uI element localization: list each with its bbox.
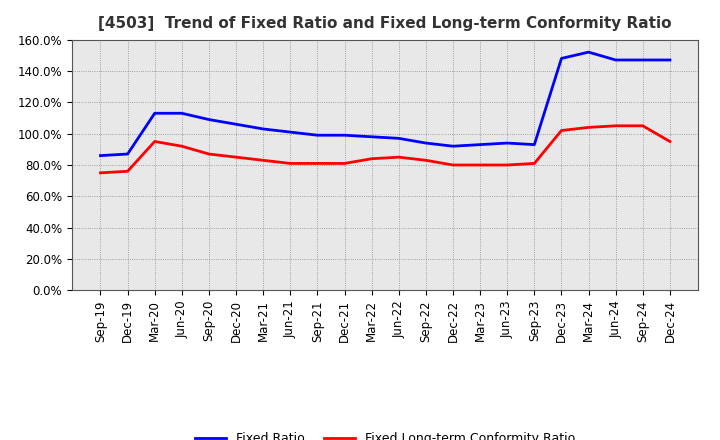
Fixed Ratio [150,110,159,116]
Fixed Ratio [503,140,511,146]
Fixed Ratio [286,129,294,135]
Fixed Ratio [96,153,105,158]
Fixed Long-term Conformity Ratio [503,162,511,168]
Title: [4503]  Trend of Fixed Ratio and Fixed Long-term Conformity Ratio: [4503] Trend of Fixed Ratio and Fixed Lo… [99,16,672,32]
Fixed Ratio [421,140,430,146]
Fixed Ratio [395,136,403,141]
Fixed Long-term Conformity Ratio [96,170,105,176]
Fixed Ratio [178,110,186,116]
Fixed Ratio [367,134,376,139]
Fixed Long-term Conformity Ratio [313,161,322,166]
Fixed Long-term Conformity Ratio [421,158,430,163]
Fixed Ratio [232,121,240,127]
Fixed Ratio [259,126,268,132]
Fixed Long-term Conformity Ratio [557,128,566,133]
Fixed Long-term Conformity Ratio [259,158,268,163]
Fixed Ratio [204,117,213,122]
Fixed Long-term Conformity Ratio [665,139,674,144]
Fixed Ratio [584,49,593,55]
Fixed Long-term Conformity Ratio [341,161,349,166]
Fixed Ratio [123,151,132,157]
Fixed Ratio [639,57,647,62]
Fixed Long-term Conformity Ratio [204,151,213,157]
Fixed Long-term Conformity Ratio [150,139,159,144]
Fixed Long-term Conformity Ratio [395,154,403,160]
Fixed Ratio [476,142,485,147]
Fixed Long-term Conformity Ratio [286,161,294,166]
Fixed Ratio [611,57,620,62]
Fixed Long-term Conformity Ratio [178,143,186,149]
Line: Fixed Long-term Conformity Ratio: Fixed Long-term Conformity Ratio [101,126,670,173]
Fixed Ratio [557,56,566,61]
Legend: Fixed Ratio, Fixed Long-term Conformity Ratio: Fixed Ratio, Fixed Long-term Conformity … [190,427,580,440]
Fixed Long-term Conformity Ratio [232,154,240,160]
Fixed Ratio [341,132,349,138]
Fixed Long-term Conformity Ratio [639,123,647,128]
Fixed Long-term Conformity Ratio [367,156,376,161]
Fixed Long-term Conformity Ratio [584,125,593,130]
Line: Fixed Ratio: Fixed Ratio [101,52,670,156]
Fixed Ratio [313,132,322,138]
Fixed Long-term Conformity Ratio [476,162,485,168]
Fixed Long-term Conformity Ratio [123,169,132,174]
Fixed Long-term Conformity Ratio [611,123,620,128]
Fixed Ratio [449,143,457,149]
Fixed Ratio [665,57,674,62]
Fixed Long-term Conformity Ratio [449,162,457,168]
Fixed Ratio [530,142,539,147]
Fixed Long-term Conformity Ratio [530,161,539,166]
